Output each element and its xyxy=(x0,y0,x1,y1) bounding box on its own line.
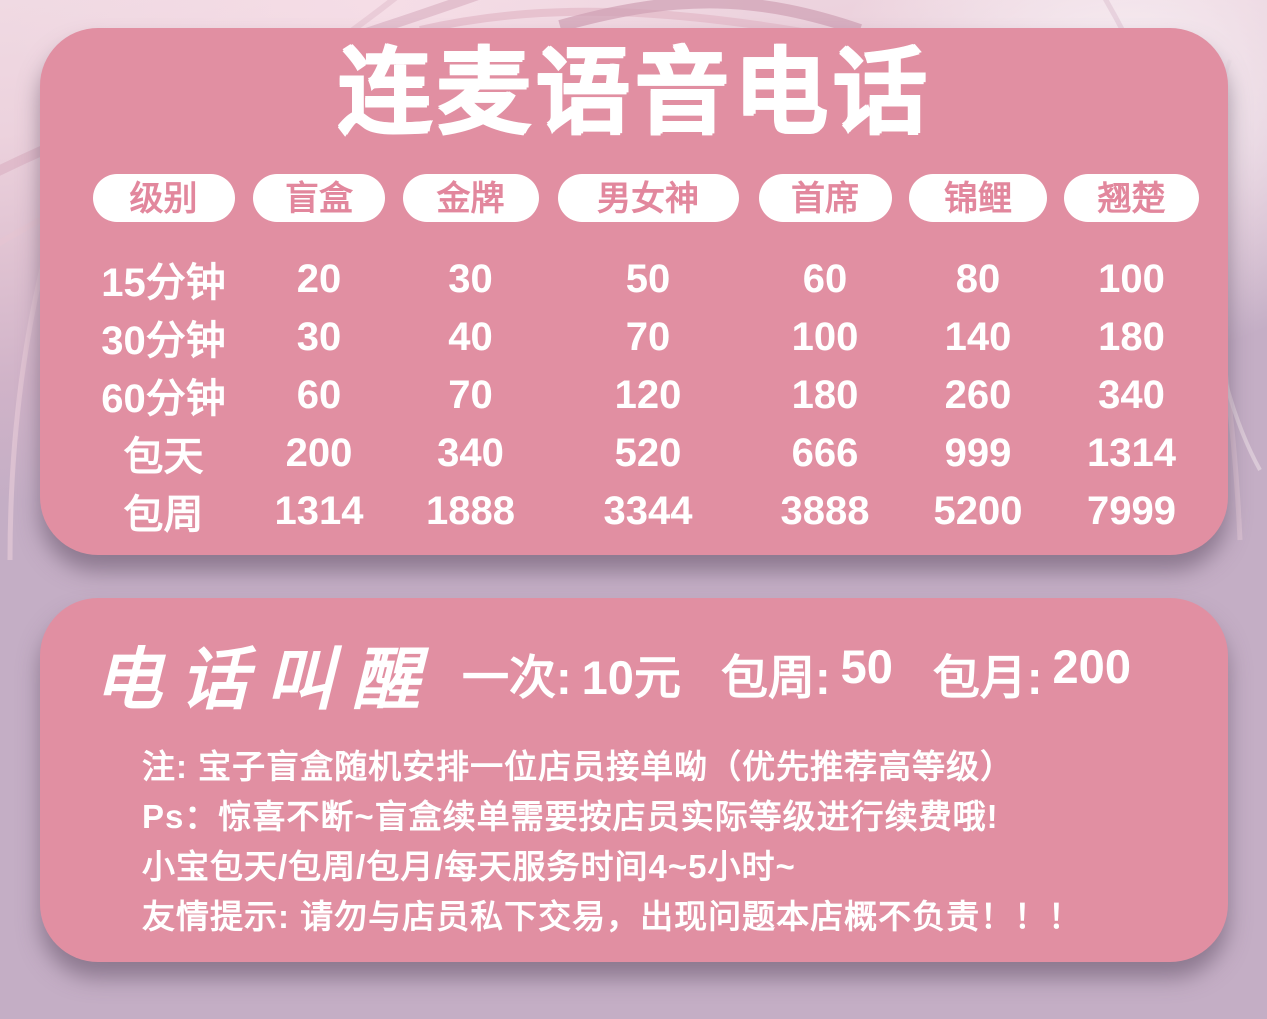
row-label: 60分钟 xyxy=(101,377,226,421)
column-header-chief: 首席 xyxy=(758,174,892,222)
note-line-3: 小宝包天/包周/包月/每天服务时间4~5小时~ xyxy=(142,848,796,885)
wakeup-call-card: 电话叫醒 一次: 10元 包周: 50 包月: 200 注: 宝子盲盒随机安排一… xyxy=(40,598,1228,962)
price-cell: 1314 xyxy=(274,488,364,533)
price-cell: 70 xyxy=(448,372,493,417)
price-cell: 180 xyxy=(791,372,859,417)
column-header-god: 男女神 xyxy=(557,174,739,222)
price-cell: 666 xyxy=(791,430,859,475)
price-cell: 1888 xyxy=(426,488,515,533)
price-cell: 100 xyxy=(791,314,859,359)
price-cell: 20 xyxy=(296,256,342,301)
row-label: 包天 xyxy=(123,435,204,479)
column-header-level: 级别 xyxy=(92,174,235,222)
price-per-call: 一次: 10元 xyxy=(462,650,681,704)
column-header-blindbox: 盲盒 xyxy=(253,174,385,222)
column-header-koi: 锦鲤 xyxy=(909,174,1047,222)
price-cell: 100 xyxy=(1098,256,1165,301)
voice-call-price-card: 连麦语音电话 级别 盲盒 金牌 男女神 首席 锦鲤 翘楚 15分钟 20 30 … xyxy=(40,28,1228,555)
note-line-2: Ps：惊喜不断~盲盒续单需要按店员实际等级进行续费哦! xyxy=(142,798,999,835)
price-cell: 1314 xyxy=(1087,430,1176,475)
price-cell: 260 xyxy=(944,372,1012,417)
price-cell: 7999 xyxy=(1087,488,1176,533)
price-cell: 30 xyxy=(448,256,493,301)
price-cell: 999 xyxy=(944,430,1012,475)
price-cell: 3344 xyxy=(603,488,693,533)
price-cell: 200 xyxy=(285,430,353,475)
price-cell: 3888 xyxy=(780,488,870,533)
wakeup-price-list: 一次: 10元 包周: 50 包月: 200 xyxy=(462,639,1131,708)
price-cell: 30 xyxy=(296,314,342,359)
price-per-week: 包周: 50 xyxy=(720,639,893,704)
column-header-gold: 金牌 xyxy=(402,174,539,222)
price-cell: 340 xyxy=(1098,372,1165,417)
price-cell: 340 xyxy=(437,430,504,475)
notes-block: 注: 宝子盲盒随机安排一位店员接单呦（优先推荐高等级） Ps：惊喜不断~盲盒续单… xyxy=(142,742,1228,942)
price-cell: 120 xyxy=(614,372,682,417)
wakeup-title: 电话叫醒 xyxy=(94,639,439,720)
price-cell: 5200 xyxy=(933,488,1023,533)
price-cell: 50 xyxy=(625,256,671,301)
column-header-top: 翘楚 xyxy=(1064,174,1199,222)
note-line-1: 注: 宝子盲盒随机安排一位店员接单呦（优先推荐高等级） xyxy=(142,748,1015,785)
price-cell: 80 xyxy=(955,256,1001,301)
price-cell: 140 xyxy=(944,314,1012,359)
price-cell: 180 xyxy=(1098,314,1165,359)
wakeup-title-row: 电话叫醒 一次: 10元 包周: 50 包月: 200 xyxy=(94,626,1228,720)
table-header-row: 级别 盲盒 金牌 男女神 首席 锦鲤 翘楚 xyxy=(83,174,1228,222)
row-label: 包周 xyxy=(123,493,204,537)
row-label: 15分钟 xyxy=(101,261,226,305)
price-table: 15分钟 20 30 50 60 80 100 30分钟 30 40 70 10… xyxy=(83,250,1228,540)
note-line-4: 友情提示: 请勿与店员私下交易，出现问题本店概不负责！！！ xyxy=(142,898,1083,935)
price-cell: 60 xyxy=(296,372,342,417)
price-cell: 40 xyxy=(448,314,493,359)
price-cell: 520 xyxy=(614,430,682,475)
price-cell: 60 xyxy=(802,256,848,301)
page-title: 连麦语音电话 xyxy=(336,39,931,144)
price-cell: 70 xyxy=(625,314,671,359)
price-per-month: 包月: 200 xyxy=(932,639,1131,704)
row-label: 30分钟 xyxy=(101,319,226,363)
